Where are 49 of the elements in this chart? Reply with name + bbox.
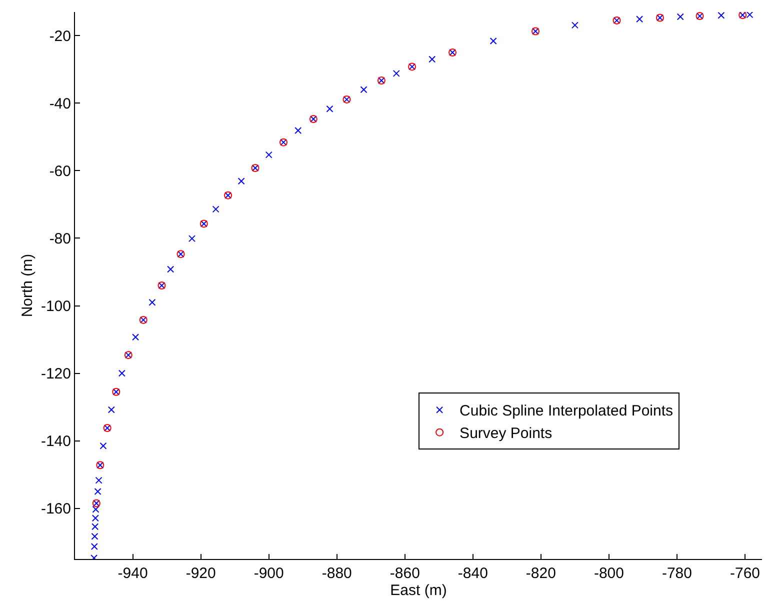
x-axis-title: East (m) xyxy=(390,582,447,599)
point xyxy=(92,523,99,530)
point xyxy=(100,442,107,450)
point xyxy=(392,70,400,77)
point xyxy=(90,543,98,550)
point xyxy=(92,514,99,522)
x-tick-label: -840 xyxy=(458,565,488,582)
point xyxy=(676,13,684,20)
point xyxy=(95,476,102,484)
x-tick-label: -760 xyxy=(730,565,760,582)
point xyxy=(92,506,100,513)
point xyxy=(428,56,436,63)
point xyxy=(490,38,497,45)
y-tick-label: -160 xyxy=(40,500,71,518)
y-tick-label: -40 xyxy=(49,95,71,112)
point xyxy=(212,206,220,213)
y-tick-label: -140 xyxy=(40,433,71,450)
y-tick-label: -120 xyxy=(40,366,71,383)
x-tick-label: -800 xyxy=(594,565,624,582)
x-tick-label: -900 xyxy=(254,565,284,582)
point xyxy=(636,16,644,23)
x-tick-label: -880 xyxy=(322,565,352,582)
point xyxy=(188,235,196,242)
legend-label: Survey Points xyxy=(460,425,552,442)
y-tick-label: -60 xyxy=(49,162,71,180)
point xyxy=(718,12,725,19)
point xyxy=(91,532,98,540)
point xyxy=(118,370,126,377)
point xyxy=(132,334,140,341)
y-tick-label: -100 xyxy=(40,298,71,316)
point xyxy=(238,178,245,185)
x-tick-label: -820 xyxy=(526,565,556,582)
x-tick-label: -780 xyxy=(662,565,692,582)
x-tick-label: -940 xyxy=(118,565,148,582)
point xyxy=(148,298,156,306)
y-tick-label: -20 xyxy=(49,28,71,45)
point xyxy=(108,406,115,414)
point xyxy=(167,266,174,273)
point xyxy=(265,151,272,158)
point xyxy=(360,86,368,94)
point xyxy=(326,105,334,112)
point xyxy=(571,22,578,29)
y-axis-title: North (m) xyxy=(19,254,36,318)
x-tick-label: -860 xyxy=(390,565,420,582)
y-tick-label: -80 xyxy=(49,230,71,248)
point xyxy=(94,488,102,495)
point xyxy=(294,127,302,134)
x-tick-label: -920 xyxy=(186,565,216,582)
legend-label: Cubic Spline Interpolated Points xyxy=(460,402,674,420)
